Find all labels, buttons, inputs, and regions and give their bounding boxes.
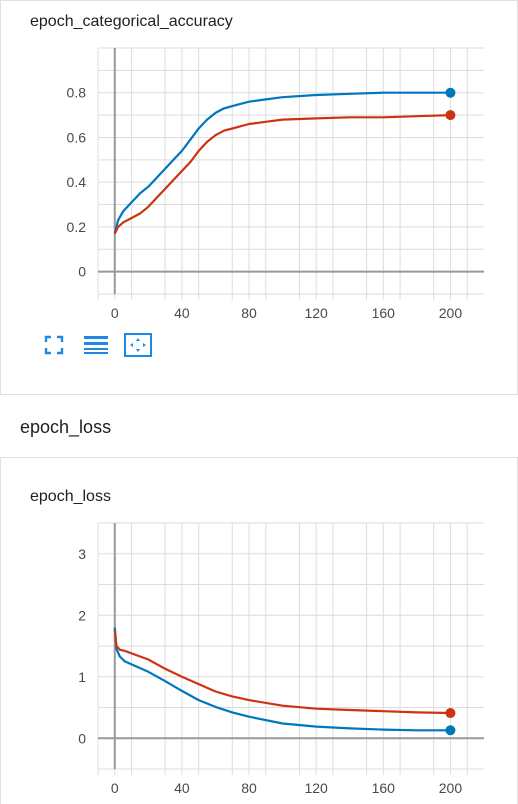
loss-chart[interactable]: 0 1 2 3 0 40 80 120 160 200	[0, 515, 516, 800]
series-line	[113, 627, 451, 732]
chart-title: epoch_loss	[30, 488, 111, 505]
grid-lines	[97, 47, 484, 300]
section-title-loss: epoch_loss	[20, 417, 112, 437]
series-line	[113, 91, 451, 234]
y-tick-label: 2	[78, 607, 86, 623]
grid-lines	[97, 522, 484, 775]
y-tick-label: 0.4	[67, 174, 87, 190]
series-line	[113, 630, 451, 715]
fit-domain-button[interactable]	[124, 331, 152, 359]
y-tick-label: 0	[78, 264, 86, 280]
x-tick-label: 40	[174, 780, 190, 796]
fullscreen-icon	[44, 335, 64, 355]
accuracy-card: epoch_categorical_accuracy	[0, 0, 518, 395]
y-tick-label: 0.6	[67, 129, 87, 145]
x-tick-label: 160	[372, 305, 396, 321]
accuracy-chart[interactable]: 0 0.2 0.4 0.6 0.8 0 40 80 120 160 200	[0, 40, 516, 325]
y-tick-label: 0.2	[67, 219, 87, 235]
fit-domain-icon	[124, 333, 152, 357]
toggle-log-scale-icon	[84, 336, 108, 354]
chart-title: epoch_categorical_accuracy	[30, 13, 233, 30]
chart-toolbar	[40, 331, 152, 359]
x-tick-label: 0	[111, 305, 119, 321]
y-tick-label: 0.8	[67, 85, 87, 101]
x-tick-label: 0	[111, 780, 119, 796]
toggle-log-scale-button[interactable]	[82, 331, 110, 359]
series-end-point[interactable]	[445, 87, 456, 98]
loss-card: epoch_loss	[0, 457, 518, 804]
x-tick-label: 40	[174, 305, 190, 321]
x-tick-label: 200	[439, 305, 463, 321]
x-tick-label: 160	[372, 780, 396, 796]
x-tick-label: 120	[304, 780, 328, 796]
y-tick-label: 1	[78, 669, 86, 685]
x-tick-label: 80	[241, 305, 257, 321]
fullscreen-button[interactable]	[40, 331, 68, 359]
x-tick-label: 120	[304, 305, 328, 321]
x-tick-label: 80	[241, 780, 257, 796]
y-tick-label: 0	[78, 730, 86, 746]
x-tick-label: 200	[439, 780, 463, 796]
series-end-point[interactable]	[445, 708, 456, 719]
series-end-point[interactable]	[445, 110, 456, 121]
series-end-point[interactable]	[445, 725, 456, 736]
series-line	[113, 114, 451, 235]
y-tick-label: 3	[78, 546, 86, 562]
